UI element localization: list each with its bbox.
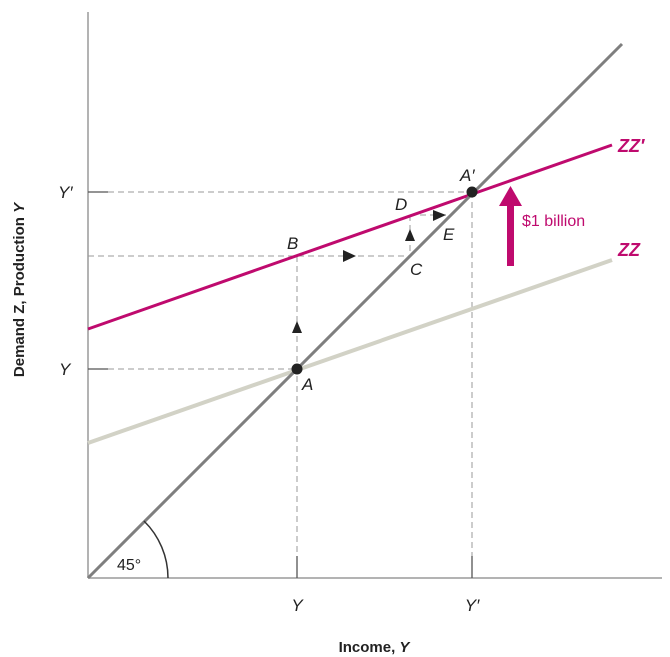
x-axis-title-text: Income, (339, 639, 400, 656)
shift-label: $1 billion (522, 213, 585, 230)
x-tick-label-yprime: Y′ (465, 596, 480, 615)
point-a-dot (291, 363, 303, 375)
label-a-prime: A′ (459, 166, 475, 185)
zz-line (87, 258, 613, 445)
label-zz: ZZ (617, 240, 641, 260)
label-a: A (301, 375, 313, 394)
forty-five-degree-line (86, 42, 624, 580)
x-axis-title-var: Y (399, 639, 411, 656)
y-axis-title-var: Y (11, 201, 28, 213)
label-c: C (410, 260, 423, 279)
x-axis-title: Income, Y (339, 639, 412, 656)
angle-arc (143, 520, 169, 579)
zz-prime-line (87, 143, 613, 331)
arrow-right-icon (343, 250, 356, 262)
y-tick-label-y: Y (59, 360, 72, 379)
shift-arrow-shaft (507, 206, 514, 266)
shift-arrow-up-icon (499, 186, 522, 206)
arrow-up-icon (292, 321, 302, 333)
arrow-up-small-icon (405, 229, 415, 241)
label-b: B (287, 234, 298, 253)
x-tick-label-y: Y (291, 596, 304, 615)
point-a-prime-dot (466, 186, 478, 198)
y-axis-title: Demand Z, Production Y (11, 201, 28, 377)
y-axis-title-text: Demand Z, Production (11, 213, 28, 377)
angle-label: 45° (117, 557, 141, 574)
label-d: D (395, 195, 407, 214)
label-e: E (443, 225, 455, 244)
y-tick-label-yprime: Y′ (58, 183, 73, 202)
label-zz-prime: ZZ′ (617, 136, 645, 156)
arrow-right-small-icon (433, 210, 446, 221)
